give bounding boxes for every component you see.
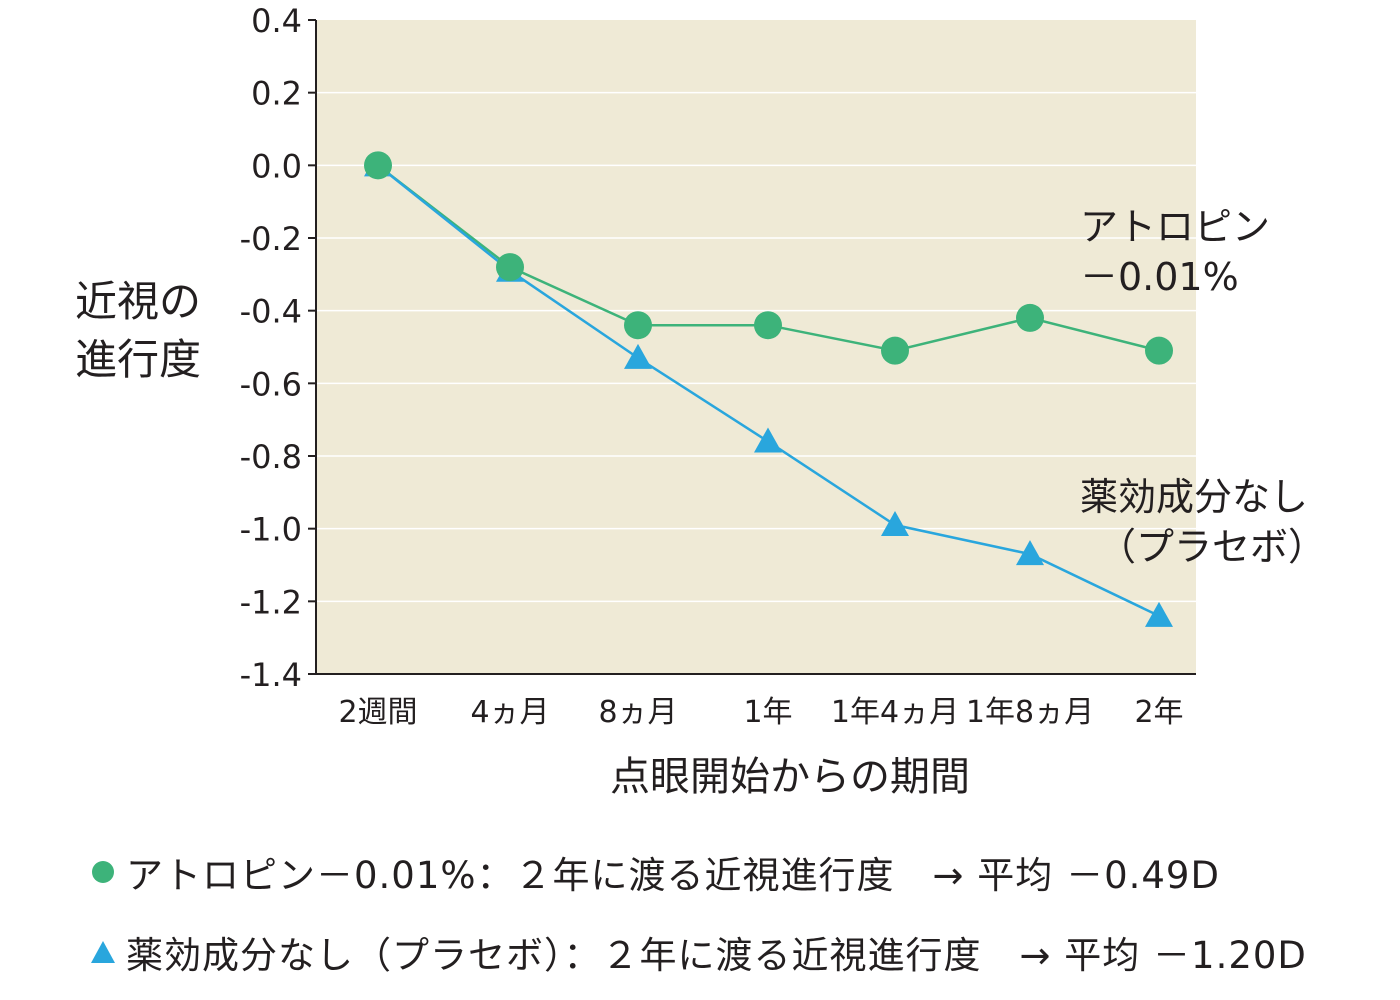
y-tick-label: 0.0 xyxy=(251,147,302,185)
y-tick-label: -0.6 xyxy=(240,365,302,403)
y-tick-label: -0.2 xyxy=(240,220,302,258)
x-tick-label: 1年8ヵ月 xyxy=(966,695,1094,730)
placebo-point xyxy=(624,343,652,369)
y-axis-label-line: 近視の xyxy=(75,277,201,326)
x-tick-labels: 2週間 4ヵ月 8ヵ月 1年 1年4ヵ月 1年8ヵ月 2年 xyxy=(338,695,1183,730)
legend-item-atropine: アトロピン－0.01%：２年に渡る近視進行度 → 平均 －0.49D xyxy=(88,845,1220,899)
atropine-point xyxy=(496,253,524,282)
y-axis-label-line: 進行度 xyxy=(75,335,201,384)
atropine-point xyxy=(364,151,392,180)
y-tick-label: -0.4 xyxy=(240,293,302,331)
line-chart: 0.4 0.2 0.0 -0.2 -0.4 -0.6 -0.8 -1.0 -1.2 -1.4 2週… xyxy=(75,2,1326,800)
x-axis-label: 点眼開始からの期間 xyxy=(610,754,970,800)
x-tick-label: 2年 xyxy=(1134,695,1183,730)
legend-item-placebo: 薬効成分なし（プラセボ）：２年に渡る近視進行度 → 平均 －1.20D xyxy=(88,925,1307,979)
x-tick-label: 1年 xyxy=(743,695,792,730)
triangle-marker-icon xyxy=(91,941,115,963)
x-tick-label: 1年4ヵ月 xyxy=(831,695,959,730)
x-tick-label: 8ヵ月 xyxy=(598,695,677,730)
placebo-series-label: 薬効成分なし xyxy=(1080,475,1308,519)
legend-text-atropine: アトロピン－0.01%：２年に渡る近視進行度 → 平均 －0.49D xyxy=(126,854,1220,897)
series-group xyxy=(364,151,1173,627)
legend-text-placebo: 薬効成分なし（プラセボ）：２年に渡る近視進行度 → 平均 －1.20D xyxy=(126,934,1307,977)
circle-marker-icon xyxy=(92,861,114,883)
axes xyxy=(308,19,1196,675)
y-tick-label: -1.4 xyxy=(240,656,302,694)
placebo-series-label: （プラセボ） xyxy=(1098,525,1326,569)
plot-area xyxy=(316,20,1196,674)
atropine-point xyxy=(1145,336,1173,365)
x-tick-label: 4ヵ月 xyxy=(470,695,549,730)
atropine-point xyxy=(881,336,909,365)
y-tick-label: -1.2 xyxy=(240,583,302,621)
atropine-point xyxy=(754,311,782,340)
series-labels: アトロピン －0.01% 薬効成分なし （プラセボ） xyxy=(1080,205,1326,569)
y-tick-label: 0.2 xyxy=(251,75,302,113)
y-tick-label: -0.8 xyxy=(240,438,302,476)
atropine-series-label: －0.01% xyxy=(1080,255,1239,299)
placebo-point xyxy=(881,511,909,537)
atropine-point xyxy=(1016,303,1044,332)
y-tick-label: 0.4 xyxy=(251,2,302,40)
y-tick-labels: 0.4 0.2 0.0 -0.2 -0.4 -0.6 -0.8 -1.0 -1.2 -1.4 xyxy=(240,2,302,694)
placebo-point xyxy=(1016,540,1044,566)
placebo-point xyxy=(754,427,782,453)
gridlines xyxy=(316,91,1196,603)
atropine-point xyxy=(624,311,652,340)
y-tick-label: -1.0 xyxy=(240,511,302,549)
atropine-series-label: アトロピン xyxy=(1080,205,1270,249)
placebo-point xyxy=(1145,601,1173,627)
x-tick-label: 2週間 xyxy=(338,695,417,730)
